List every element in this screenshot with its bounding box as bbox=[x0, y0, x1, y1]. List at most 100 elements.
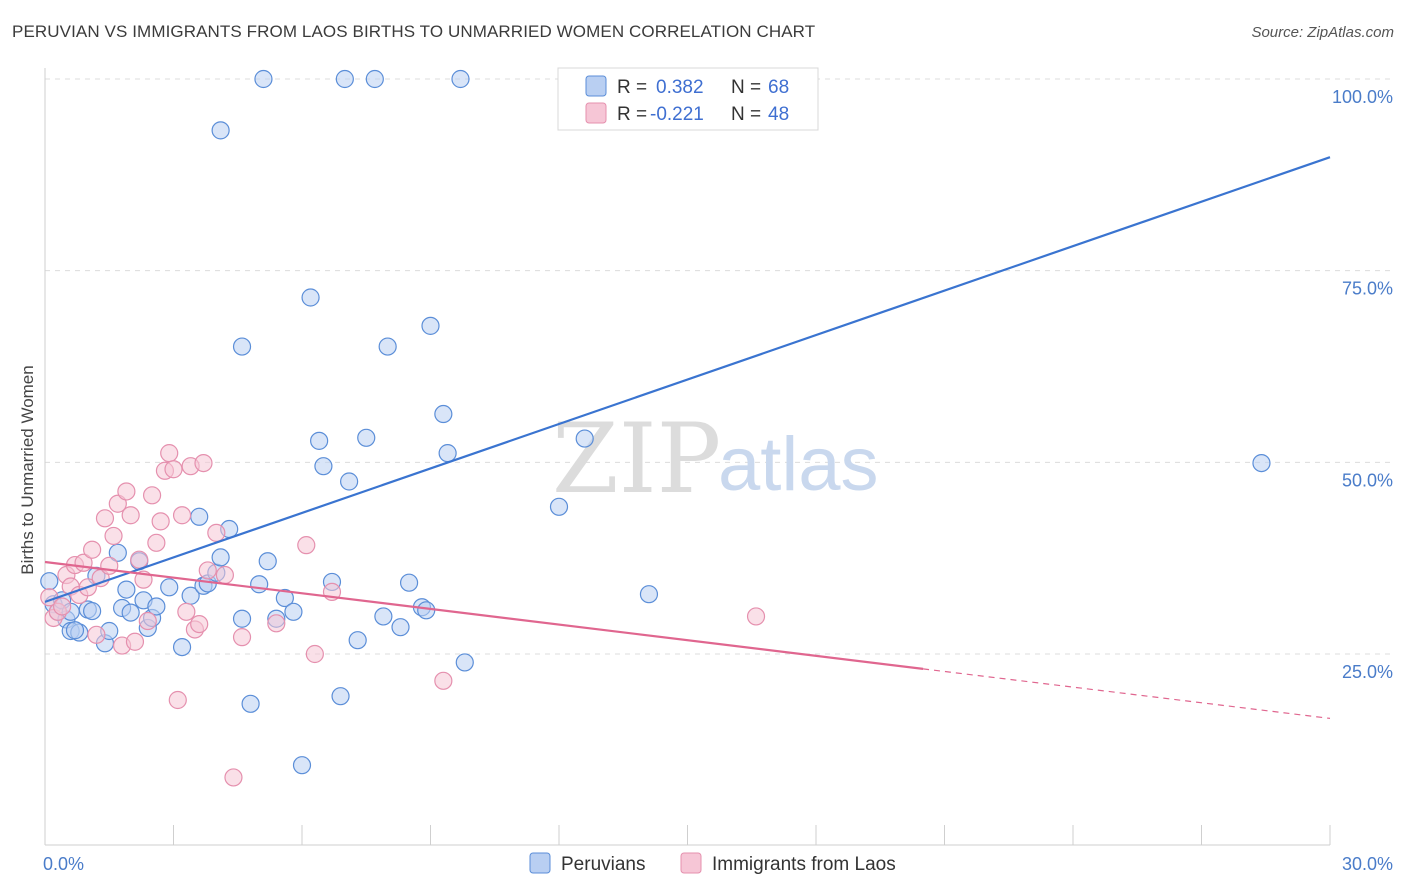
peruvians-point-50 bbox=[391, 618, 410, 637]
peruvians-point-47 bbox=[357, 428, 376, 447]
y-tick-label-1: 50.0% bbox=[1342, 470, 1393, 490]
laos-point-14 bbox=[100, 556, 119, 575]
peruvians-point-67 bbox=[232, 337, 252, 356]
peruvians-point-16 bbox=[117, 580, 136, 599]
peruvians-point-59 bbox=[575, 429, 594, 448]
watermark-zip: ZIP bbox=[552, 403, 721, 515]
laos-point-20 bbox=[125, 632, 145, 651]
watermark: ZIP atlas bbox=[552, 403, 879, 515]
peruvians-point-54 bbox=[421, 316, 440, 335]
laos-point-24 bbox=[142, 486, 162, 505]
legend-r-label-2: R = bbox=[617, 104, 647, 125]
x-tick-labels: 0.0% 30.0% bbox=[43, 854, 1393, 874]
laos-point-3 bbox=[53, 597, 72, 616]
laos-point-36 bbox=[194, 454, 213, 473]
laos-point-13 bbox=[95, 509, 115, 528]
peruvians-point-8 bbox=[65, 621, 85, 640]
legend-r-label-1: R = bbox=[617, 77, 647, 98]
peruvians-point-62 bbox=[254, 69, 273, 89]
grid-lines bbox=[45, 78, 1395, 655]
peruvians-point-37 bbox=[275, 588, 294, 608]
peruvians-point-39 bbox=[292, 756, 312, 775]
y-axis-label: Births to Unmarried Women bbox=[18, 365, 37, 574]
legend-n-value-2: 48 bbox=[768, 104, 789, 125]
legend-n-label-1: N = bbox=[731, 77, 761, 98]
peruvians-point-14 bbox=[108, 543, 127, 562]
legend-swatch-peruvians bbox=[585, 75, 607, 97]
laos-point-37 bbox=[198, 561, 217, 580]
laos-point-29 bbox=[164, 460, 183, 479]
laos-point-39 bbox=[215, 565, 234, 585]
laos-point-26 bbox=[151, 512, 170, 531]
watermark-atlas: atlas bbox=[718, 422, 879, 507]
series-legend-swatch-laos bbox=[680, 852, 702, 874]
chart-title: PERUVIAN VS IMMIGRANTS FROM LAOS BIRTHS … bbox=[12, 22, 816, 41]
y-tick-label-0: 25.0% bbox=[1342, 662, 1393, 682]
peruvians-point-22 bbox=[147, 597, 166, 616]
peruvians-point-48 bbox=[374, 607, 393, 626]
peruvians-point-41 bbox=[310, 431, 329, 450]
laos-point-43 bbox=[297, 536, 316, 555]
peruvians-point-57 bbox=[455, 653, 474, 672]
peruvians-point-55 bbox=[434, 404, 453, 424]
peruvians-point-61 bbox=[1252, 454, 1271, 473]
laos-point-47 bbox=[746, 607, 766, 626]
legend: R = 0.382 N = 68 R = -0.221 N = 48 bbox=[557, 67, 819, 131]
peruvians-point-32 bbox=[232, 609, 252, 628]
x-tick-label-0: 0.0% bbox=[43, 854, 84, 874]
peruvians-point-33 bbox=[241, 694, 260, 713]
laos-point-10 bbox=[83, 540, 102, 559]
laos-point-32 bbox=[177, 602, 196, 621]
laos-point-15 bbox=[104, 526, 123, 546]
laos-point-42 bbox=[267, 614, 286, 633]
axes bbox=[44, 68, 1331, 846]
laos-point-21 bbox=[130, 550, 149, 569]
x-tick-label-1: 30.0% bbox=[1342, 854, 1393, 874]
peruvians-point-0 bbox=[40, 572, 59, 591]
peruvians-point-65 bbox=[451, 69, 470, 89]
peruvians-point-49 bbox=[378, 337, 397, 356]
peruvians-point-51 bbox=[399, 573, 419, 592]
laos-point-23 bbox=[138, 611, 157, 631]
peruvians-point-44 bbox=[331, 687, 350, 706]
laos-point-35 bbox=[190, 614, 209, 634]
laos-point-16 bbox=[108, 494, 127, 513]
legend-n-label-2: N = bbox=[731, 104, 761, 125]
peruvians-point-46 bbox=[348, 631, 367, 650]
y-tick-label-3: 100.0% bbox=[1332, 87, 1393, 107]
peruvians-point-24 bbox=[172, 637, 192, 657]
laos-point-28 bbox=[160, 444, 179, 463]
peruvians-trend-line bbox=[44, 156, 1331, 603]
peruvians-point-35 bbox=[258, 552, 277, 571]
peruvians-point-10 bbox=[83, 601, 102, 621]
peruvians-point-40 bbox=[301, 288, 320, 307]
peruvians-point-23 bbox=[160, 578, 179, 597]
laos-point-30 bbox=[168, 690, 187, 710]
series-legend-swatch-peruvians bbox=[529, 852, 551, 874]
laos-point-44 bbox=[305, 644, 324, 664]
laos-point-19 bbox=[121, 506, 140, 525]
peruvians-point-45 bbox=[340, 472, 359, 491]
laos-point-40 bbox=[224, 768, 243, 787]
laos-point-11 bbox=[87, 625, 106, 644]
laos-point-41 bbox=[232, 628, 252, 647]
series-legend-peruvians: Peruvians bbox=[561, 854, 646, 875]
y-tick-label-2: 75.0% bbox=[1342, 279, 1393, 299]
peruvians-point-56 bbox=[438, 444, 457, 463]
laos-point-25 bbox=[147, 533, 166, 552]
series-legend: Peruvians Immigrants from Laos bbox=[529, 852, 896, 875]
y-tick-labels: 25.0% 50.0% 75.0% 100.0% bbox=[1332, 87, 1393, 682]
laos-trend-line bbox=[44, 560, 924, 670]
chart-source: Source: ZipAtlas.com bbox=[1251, 24, 1394, 41]
peruvians-point-38 bbox=[284, 602, 303, 621]
laos-point-38 bbox=[207, 523, 226, 542]
peruvians-point-58 bbox=[549, 497, 569, 516]
peruvians-point-26 bbox=[190, 507, 209, 526]
peruvians-point-34 bbox=[250, 575, 269, 594]
peruvians-point-60 bbox=[639, 585, 659, 604]
series-legend-laos: Immigrants from Laos bbox=[712, 854, 896, 875]
legend-n-value-1: 68 bbox=[768, 77, 789, 98]
laos-point-46 bbox=[434, 671, 453, 690]
legend-swatch-laos bbox=[585, 102, 607, 124]
